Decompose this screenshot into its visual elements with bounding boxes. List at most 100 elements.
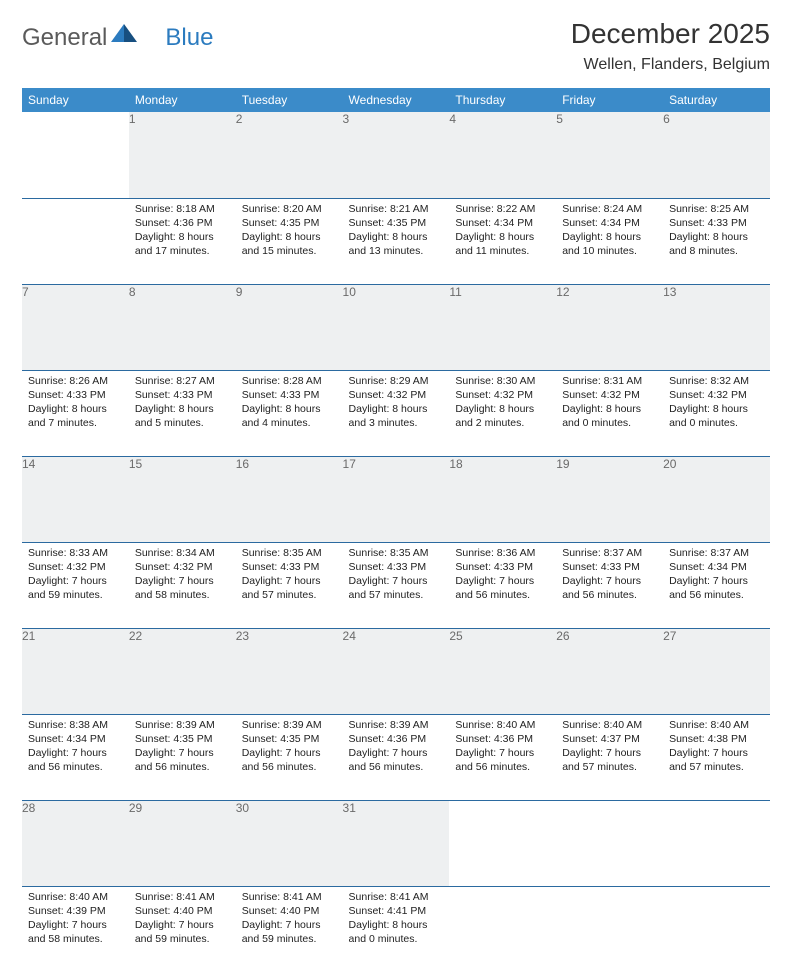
sunrise-line: Sunrise: 8:31 AM xyxy=(562,374,657,388)
daylight-line: Daylight: 8 hours and 17 minutes. xyxy=(135,230,230,258)
weekday-header: Thursday xyxy=(449,88,556,112)
sunset-line: Sunset: 4:36 PM xyxy=(455,732,550,746)
day-detail: Sunrise: 8:35 AMSunset: 4:33 PMDaylight:… xyxy=(343,543,450,609)
sunset-line: Sunset: 4:33 PM xyxy=(28,388,123,402)
day-number-cell: 16 xyxy=(236,456,343,542)
day-number-cell: 18 xyxy=(449,456,556,542)
day-body-cell: Sunrise: 8:20 AMSunset: 4:35 PMDaylight:… xyxy=(236,198,343,284)
day-detail: Sunrise: 8:18 AMSunset: 4:36 PMDaylight:… xyxy=(129,199,236,265)
daylight-line: Daylight: 7 hours and 59 minutes. xyxy=(135,918,230,946)
day-number-cell: 4 xyxy=(449,112,556,198)
day-body-cell: Sunrise: 8:39 AMSunset: 4:35 PMDaylight:… xyxy=(236,714,343,800)
day-detail: Sunrise: 8:39 AMSunset: 4:36 PMDaylight:… xyxy=(343,715,450,781)
brand-word-2: Blue xyxy=(165,24,213,52)
sunset-line: Sunset: 4:39 PM xyxy=(28,904,123,918)
sunrise-line: Sunrise: 8:20 AM xyxy=(242,202,337,216)
sunrise-line: Sunrise: 8:40 AM xyxy=(669,718,764,732)
day-number-cell: 7 xyxy=(22,284,129,370)
day-body-cell: Sunrise: 8:25 AMSunset: 4:33 PMDaylight:… xyxy=(663,198,770,284)
day-detail: Sunrise: 8:40 AMSunset: 4:37 PMDaylight:… xyxy=(556,715,663,781)
day-detail: Sunrise: 8:25 AMSunset: 4:33 PMDaylight:… xyxy=(663,199,770,265)
sunrise-line: Sunrise: 8:32 AM xyxy=(669,374,764,388)
sunset-line: Sunset: 4:33 PM xyxy=(349,560,444,574)
day-body-cell: Sunrise: 8:40 AMSunset: 4:38 PMDaylight:… xyxy=(663,714,770,800)
daylight-line: Daylight: 7 hours and 56 minutes. xyxy=(349,746,444,774)
sunset-line: Sunset: 4:36 PM xyxy=(349,732,444,746)
day-body-cell: Sunrise: 8:37 AMSunset: 4:34 PMDaylight:… xyxy=(663,542,770,628)
sunrise-line: Sunrise: 8:27 AM xyxy=(135,374,230,388)
daylight-line: Daylight: 7 hours and 58 minutes. xyxy=(28,918,123,946)
weekday-header: Sunday xyxy=(22,88,129,112)
sunrise-line: Sunrise: 8:39 AM xyxy=(349,718,444,732)
day-body-cell: Sunrise: 8:28 AMSunset: 4:33 PMDaylight:… xyxy=(236,370,343,456)
sunset-line: Sunset: 4:40 PM xyxy=(242,904,337,918)
day-number-cell: 5 xyxy=(556,112,663,198)
day-number-cell: 29 xyxy=(129,800,236,886)
day-number-row: 123456 xyxy=(22,112,770,198)
day-body-cell: Sunrise: 8:40 AMSunset: 4:37 PMDaylight:… xyxy=(556,714,663,800)
day-body-cell: Sunrise: 8:35 AMSunset: 4:33 PMDaylight:… xyxy=(343,542,450,628)
day-number-cell: 28 xyxy=(22,800,129,886)
day-detail: Sunrise: 8:40 AMSunset: 4:39 PMDaylight:… xyxy=(22,887,129,953)
sunrise-line: Sunrise: 8:39 AM xyxy=(242,718,337,732)
daylight-line: Daylight: 8 hours and 4 minutes. xyxy=(242,402,337,430)
day-body-cell: Sunrise: 8:30 AMSunset: 4:32 PMDaylight:… xyxy=(449,370,556,456)
day-detail: Sunrise: 8:33 AMSunset: 4:32 PMDaylight:… xyxy=(22,543,129,609)
day-detail: Sunrise: 8:28 AMSunset: 4:33 PMDaylight:… xyxy=(236,371,343,437)
day-number-cell: 23 xyxy=(236,628,343,714)
day-detail: Sunrise: 8:20 AMSunset: 4:35 PMDaylight:… xyxy=(236,199,343,265)
sunrise-line: Sunrise: 8:41 AM xyxy=(349,890,444,904)
calendar-table: SundayMondayTuesdayWednesdayThursdayFrid… xyxy=(22,88,770,972)
sunset-line: Sunset: 4:34 PM xyxy=(562,216,657,230)
day-body-cell: Sunrise: 8:41 AMSunset: 4:40 PMDaylight:… xyxy=(129,886,236,972)
sunrise-line: Sunrise: 8:24 AM xyxy=(562,202,657,216)
month-title: December 2025 xyxy=(571,18,770,50)
sunrise-line: Sunrise: 8:40 AM xyxy=(455,718,550,732)
day-detail: Sunrise: 8:24 AMSunset: 4:34 PMDaylight:… xyxy=(556,199,663,265)
day-detail: Sunrise: 8:26 AMSunset: 4:33 PMDaylight:… xyxy=(22,371,129,437)
sunset-line: Sunset: 4:41 PM xyxy=(349,904,444,918)
day-detail: Sunrise: 8:21 AMSunset: 4:35 PMDaylight:… xyxy=(343,199,450,265)
day-body-cell xyxy=(449,886,556,972)
sunrise-line: Sunrise: 8:37 AM xyxy=(669,546,764,560)
day-body-cell: Sunrise: 8:24 AMSunset: 4:34 PMDaylight:… xyxy=(556,198,663,284)
day-detail: Sunrise: 8:29 AMSunset: 4:32 PMDaylight:… xyxy=(343,371,450,437)
day-number-cell: 21 xyxy=(22,628,129,714)
sunset-line: Sunset: 4:35 PM xyxy=(349,216,444,230)
sunset-line: Sunset: 4:33 PM xyxy=(455,560,550,574)
daylight-line: Daylight: 8 hours and 0 minutes. xyxy=(349,918,444,946)
sunset-line: Sunset: 4:33 PM xyxy=(669,216,764,230)
daylight-line: Daylight: 7 hours and 59 minutes. xyxy=(242,918,337,946)
day-detail: Sunrise: 8:30 AMSunset: 4:32 PMDaylight:… xyxy=(449,371,556,437)
day-body-cell xyxy=(22,198,129,284)
daylight-line: Daylight: 7 hours and 57 minutes. xyxy=(349,574,444,602)
day-number-row: 28293031 xyxy=(22,800,770,886)
daylight-line: Daylight: 7 hours and 56 minutes. xyxy=(135,746,230,774)
sunset-line: Sunset: 4:34 PM xyxy=(455,216,550,230)
sunrise-line: Sunrise: 8:40 AM xyxy=(562,718,657,732)
sunrise-line: Sunrise: 8:40 AM xyxy=(28,890,123,904)
day-number-cell xyxy=(449,800,556,886)
sunset-line: Sunset: 4:32 PM xyxy=(455,388,550,402)
daylight-line: Daylight: 7 hours and 56 minutes. xyxy=(242,746,337,774)
sunrise-line: Sunrise: 8:36 AM xyxy=(455,546,550,560)
sunset-line: Sunset: 4:36 PM xyxy=(135,216,230,230)
day-number-cell xyxy=(556,800,663,886)
day-number-cell: 19 xyxy=(556,456,663,542)
day-body-cell: Sunrise: 8:29 AMSunset: 4:32 PMDaylight:… xyxy=(343,370,450,456)
day-number-cell: 15 xyxy=(129,456,236,542)
daylight-line: Daylight: 8 hours and 8 minutes. xyxy=(669,230,764,258)
daylight-line: Daylight: 7 hours and 56 minutes. xyxy=(562,574,657,602)
daylight-line: Daylight: 8 hours and 11 minutes. xyxy=(455,230,550,258)
day-detail: Sunrise: 8:39 AMSunset: 4:35 PMDaylight:… xyxy=(129,715,236,781)
sunset-line: Sunset: 4:37 PM xyxy=(562,732,657,746)
daylight-line: Daylight: 8 hours and 5 minutes. xyxy=(135,402,230,430)
daylight-line: Daylight: 7 hours and 57 minutes. xyxy=(242,574,337,602)
day-number-cell: 10 xyxy=(343,284,450,370)
day-number-cell: 30 xyxy=(236,800,343,886)
sunrise-line: Sunrise: 8:35 AM xyxy=(242,546,337,560)
day-number-cell: 17 xyxy=(343,456,450,542)
day-body-cell: Sunrise: 8:27 AMSunset: 4:33 PMDaylight:… xyxy=(129,370,236,456)
day-number-row: 14151617181920 xyxy=(22,456,770,542)
day-detail: Sunrise: 8:35 AMSunset: 4:33 PMDaylight:… xyxy=(236,543,343,609)
